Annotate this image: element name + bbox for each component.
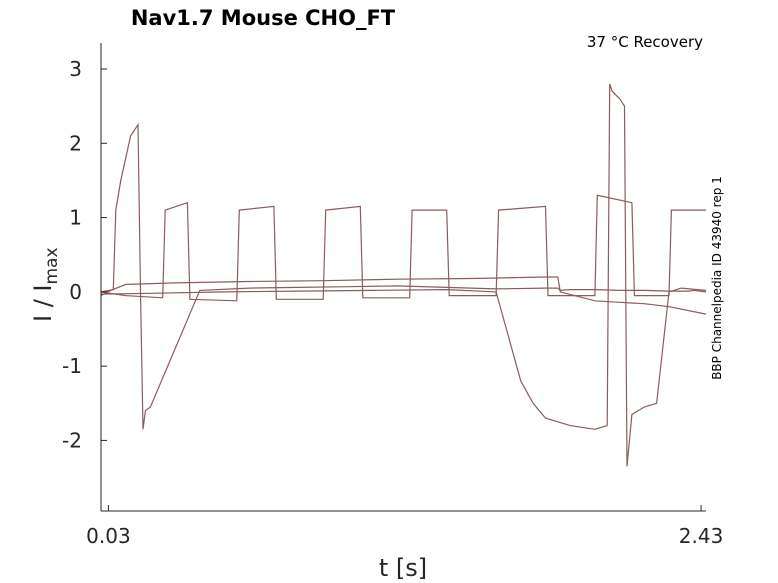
y-tick-label: 3 bbox=[69, 57, 82, 81]
y-tick-label: 0 bbox=[69, 280, 82, 304]
y-tick-label: -2 bbox=[62, 428, 82, 452]
x-tick-label: 0.03 bbox=[86, 524, 131, 548]
temperature-protocol-annotation: 37 °C Recovery bbox=[587, 33, 703, 51]
chart-title: Nav1.7 Mouse CHO_FT bbox=[131, 6, 396, 30]
y-axis-label: I / Imax bbox=[29, 247, 62, 322]
x-axis-ticks: 0.03 2.43 bbox=[86, 505, 723, 548]
trace-1 bbox=[100, 122, 707, 430]
x-tick-label: 2.43 bbox=[679, 524, 724, 548]
channelpedia-id-label: BBP Channelpedia ID 43940 rep 1 bbox=[710, 176, 724, 380]
trace-4 bbox=[100, 194, 706, 302]
trace-2 bbox=[100, 276, 707, 315]
y-axis-label-subscript: max bbox=[42, 247, 62, 284]
current-traces bbox=[100, 83, 707, 467]
x-axis-label: t [s] bbox=[379, 554, 427, 582]
y-tick-label: 1 bbox=[69, 206, 82, 230]
y-tick-label: 2 bbox=[69, 131, 82, 155]
y-tick-label: -1 bbox=[62, 354, 82, 378]
y-axis-label-main: I / I bbox=[29, 285, 57, 323]
y-axis-ticks: 3 2 1 0 -1 -2 bbox=[62, 57, 107, 452]
trace-3 bbox=[100, 83, 707, 467]
